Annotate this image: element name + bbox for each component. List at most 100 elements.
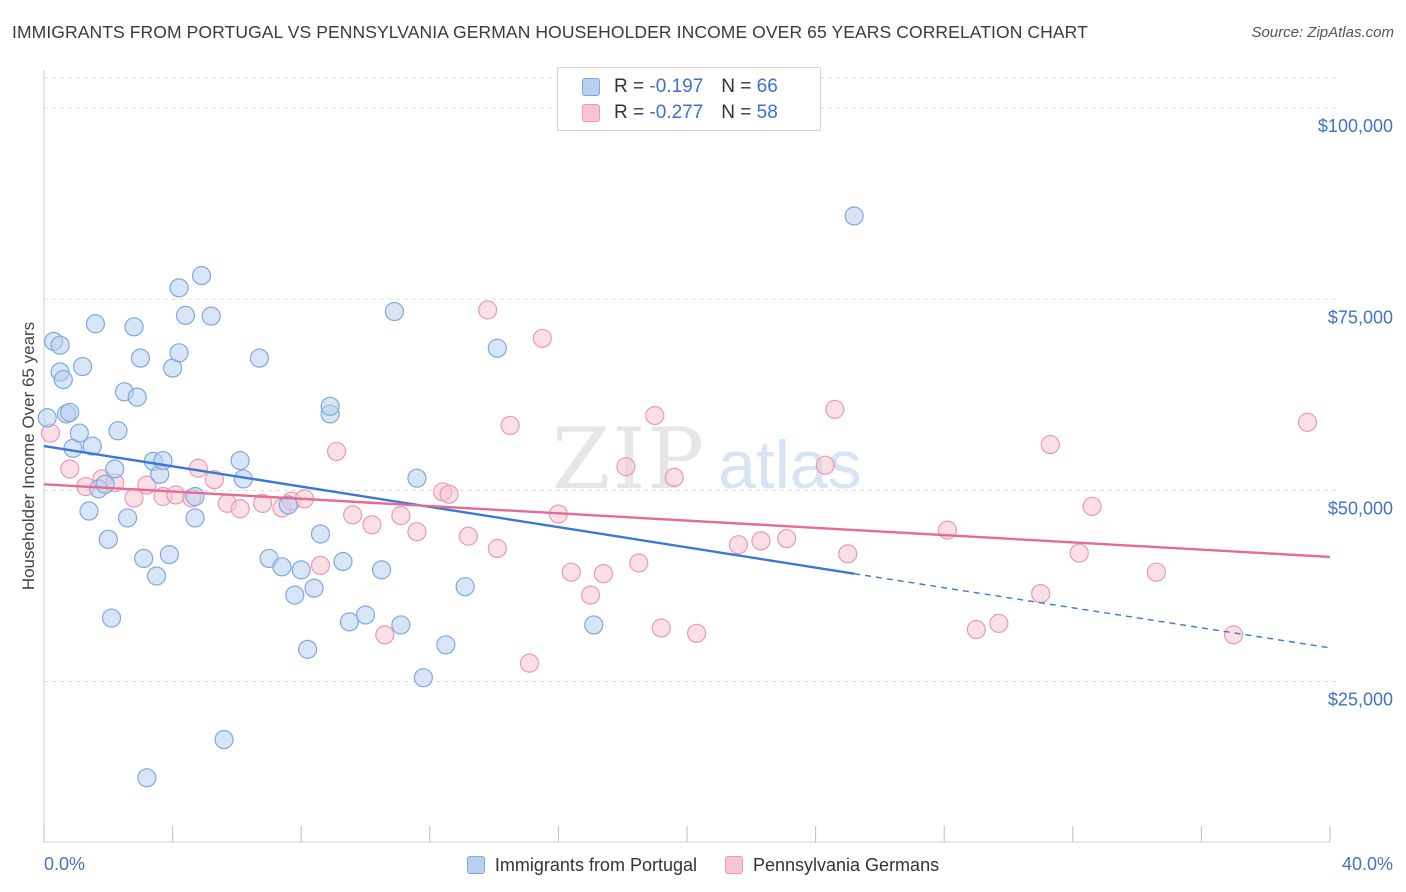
data-point-pa-german	[310, 555, 331, 575]
legend-n-label: N =	[721, 76, 752, 97]
data-point-portugal	[844, 206, 864, 226]
data-point-portugal	[85, 314, 106, 334]
data-point-pa-german	[1223, 625, 1244, 645]
data-point-portugal	[72, 356, 93, 377]
data-point-portugal	[159, 545, 179, 565]
data-point-portugal	[304, 578, 324, 598]
legend-row-pink: R = -0.277 N = 58	[582, 101, 778, 125]
legend-row-blue: R = -0.197 N = 66	[582, 75, 778, 99]
y-tick-labels: $25,000 $50,000 $75,000 $100,000	[1318, 116, 1393, 709]
y-axis-label: Householder Income Over 65 years	[19, 322, 38, 590]
data-point-portugal	[146, 566, 167, 586]
data-point-pa-german	[60, 459, 80, 479]
data-point-portugal	[455, 577, 475, 597]
data-point-pa-german	[487, 538, 507, 559]
correlation-legend: R = -0.197 N = 66 R = -0.277 N = 58	[557, 67, 821, 131]
data-point-portugal	[230, 450, 250, 471]
data-point-portugal	[333, 551, 353, 572]
trend-line-1	[43, 483, 1331, 559]
data-point-portugal	[436, 635, 456, 655]
data-point-pa-german	[391, 506, 411, 526]
data-point-pa-german	[439, 484, 459, 504]
x-tick-label-min: 0.0%	[44, 854, 85, 874]
data-point-pa-german	[593, 564, 614, 584]
data-point-portugal	[108, 421, 128, 441]
legend-n-value: 66	[756, 76, 778, 97]
data-point-portugal	[185, 508, 205, 528]
data-point-pa-german	[1146, 562, 1166, 582]
data-point-pa-german	[645, 405, 665, 426]
data-point-portugal	[60, 402, 80, 423]
data-point-portugal	[105, 459, 125, 479]
data-point-portugal	[101, 608, 122, 628]
data-point-portugal	[413, 668, 433, 688]
y-tick-label: $75,000	[1328, 307, 1393, 327]
legend-swatch-pink	[582, 104, 600, 122]
data-point-portugal	[69, 423, 89, 443]
data-point-pa-german	[458, 526, 478, 546]
data-point-pa-german	[166, 485, 186, 505]
legend-r-value: -0.197	[649, 76, 704, 97]
data-point-portugal	[384, 301, 405, 322]
trend-lines	[43, 444, 1331, 649]
watermark: ZIP atlas	[552, 410, 862, 508]
data-point-portugal	[53, 369, 73, 390]
legend-n-label: N =	[721, 102, 752, 123]
data-point-pa-german	[777, 528, 797, 549]
data-point-pa-german	[362, 515, 382, 535]
data-point-pa-german	[838, 544, 858, 564]
data-point-pa-german	[728, 535, 749, 555]
data-point-portugal	[285, 585, 305, 605]
legend-label-pa-germans: Pennsylvania Germans	[752, 854, 940, 875]
data-point-pa-german	[253, 493, 273, 513]
data-point-portugal	[137, 768, 157, 788]
data-point-pa-german	[1031, 583, 1051, 604]
legend-item-pa-germans: Pennsylvania Germans	[724, 854, 940, 876]
x-tick-label-max: 40.0%	[1342, 854, 1393, 874]
data-point-pa-german	[1082, 496, 1102, 517]
y-tick-label: $25,000	[1328, 689, 1393, 709]
data-point-portugal	[371, 560, 392, 580]
data-point-portugal	[37, 408, 57, 428]
data-point-portugal	[127, 387, 147, 407]
legend-r-label: R =	[614, 76, 645, 97]
data-point-portugal	[407, 468, 427, 488]
data-point-pa-german	[651, 618, 671, 638]
data-point-portugal	[355, 605, 376, 625]
data-point-pa-german	[407, 522, 427, 542]
data-point-pa-german	[616, 457, 636, 477]
data-point-pa-german	[230, 499, 250, 519]
data-point-portugal	[298, 639, 318, 659]
data-point-pa-german	[825, 399, 845, 419]
data-point-portugal	[134, 548, 154, 569]
data-point-pa-german	[1069, 543, 1089, 563]
data-point-portugal	[191, 266, 212, 286]
watermark-atlas: atlas	[718, 427, 862, 503]
data-point-pa-german	[561, 562, 581, 582]
data-point-pa-german	[326, 441, 347, 462]
data-point-portugal	[487, 338, 507, 358]
legend-label-portugal: Immigrants from Portugal	[494, 854, 697, 875]
data-point-pa-german	[966, 619, 986, 640]
data-point-pa-german	[580, 585, 601, 605]
data-point-portugal	[201, 306, 221, 326]
data-point-portugal	[278, 495, 298, 515]
legend-swatch-blue	[582, 78, 600, 96]
source-credit: Source: ZipAtlas.com	[1251, 24, 1394, 41]
data-point-portugal	[249, 348, 270, 368]
data-point-portugal	[117, 508, 138, 528]
series-legend: Immigrants from Portugal Pennsylvania Ge…	[0, 852, 1406, 878]
data-point-pa-german	[500, 415, 520, 436]
data-point-pa-german	[1040, 434, 1060, 455]
data-point-pa-german	[815, 455, 835, 475]
legend-r-label: R =	[614, 102, 645, 123]
legend-swatch-portugal	[466, 856, 485, 874]
y-tick-label: $100,000	[1318, 116, 1393, 136]
data-point-pa-german	[375, 625, 395, 645]
data-point-portugal	[185, 486, 205, 507]
data-point-pa-german	[629, 553, 649, 573]
legend-n-value: 58	[756, 102, 778, 123]
data-point-portugal	[82, 436, 102, 456]
data-point-portugal	[584, 615, 604, 635]
